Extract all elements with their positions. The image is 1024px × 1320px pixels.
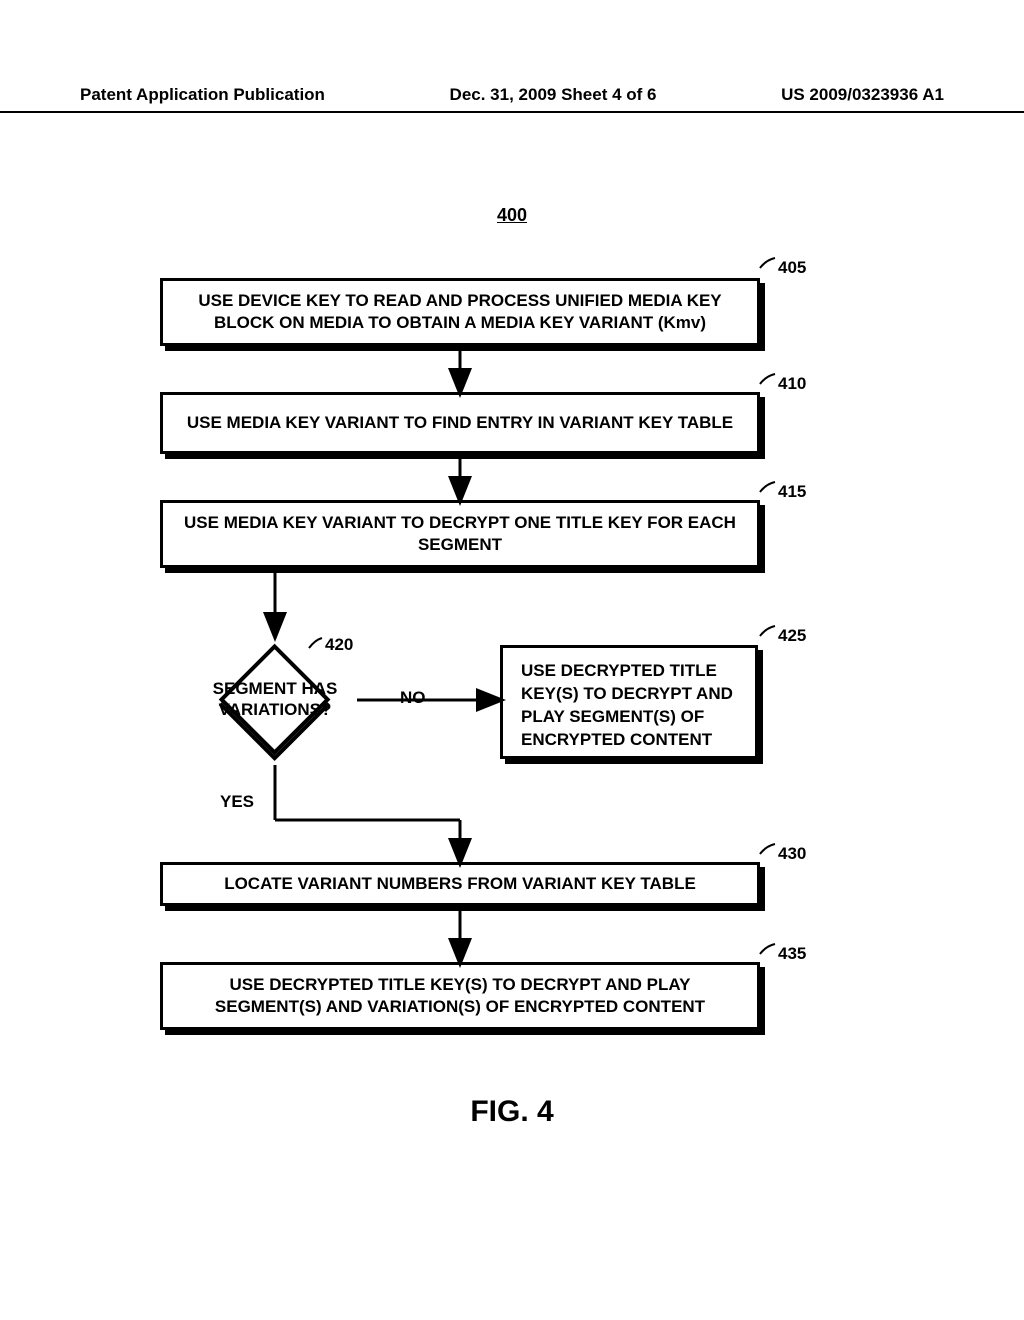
figure-number: 400 xyxy=(497,205,527,226)
process-box-410: USE MEDIA KEY VARIANT TO FIND ENTRY IN V… xyxy=(160,392,760,454)
figure-caption: FIG. 4 xyxy=(470,1095,553,1129)
process-box-405: USE DEVICE KEY TO READ AND PROCESS UNIFI… xyxy=(160,278,760,346)
ref-430: 430 xyxy=(778,844,806,864)
header-right: US 2009/0323936 A1 xyxy=(781,85,944,105)
ref-425: 425 xyxy=(778,626,806,646)
ref-420: 420 xyxy=(325,635,353,655)
no-label: NO xyxy=(400,688,426,708)
ref-410: 410 xyxy=(778,374,806,394)
page-header: Patent Application Publication Dec. 31, … xyxy=(0,85,1024,113)
process-box-435: USE DECRYPTED TITLE KEY(S) TO DECRYPT AN… xyxy=(160,962,760,1030)
process-box-430: LOCATE VARIANT NUMBERS FROM VARIANT KEY … xyxy=(160,862,760,906)
ref-435: 435 xyxy=(778,944,806,964)
header-center: Dec. 31, 2009 Sheet 4 of 6 xyxy=(450,85,657,105)
ref-415: 415 xyxy=(778,482,806,502)
yes-label: YES xyxy=(220,792,254,812)
process-box-415: USE MEDIA KEY VARIANT TO DECRYPT ONE TIT… xyxy=(160,500,760,568)
process-box-425: USE DECRYPTED TITLE KEY(S) TO DECRYPT AN… xyxy=(500,645,758,759)
decision-text-420: SEGMENT HAS VARIATIONS? xyxy=(190,678,360,721)
header-left: Patent Application Publication xyxy=(80,85,325,105)
ref-405: 405 xyxy=(778,258,806,278)
